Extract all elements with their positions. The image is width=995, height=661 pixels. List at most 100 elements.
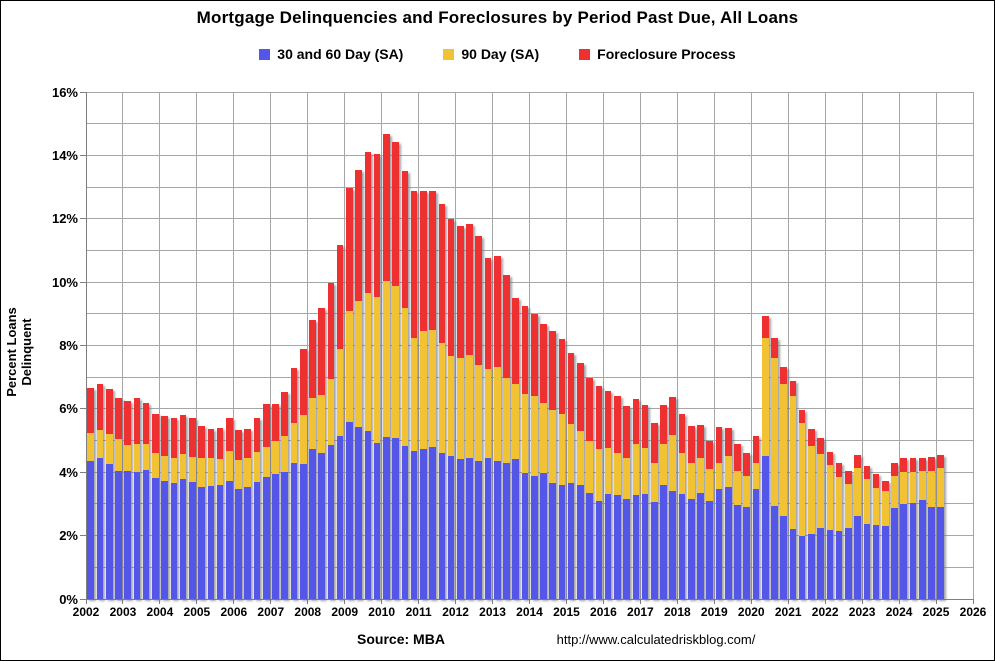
segment-90-day [309, 397, 316, 450]
segment-foreclosure [383, 133, 390, 282]
segment-30-60-day [170, 482, 178, 599]
segment-90-day [789, 396, 797, 530]
x-tick-label-2016: 2016 [590, 605, 617, 619]
segment-90-day [299, 415, 307, 465]
segment-30-60-day [235, 489, 242, 599]
bar-2008-q3 [327, 283, 335, 599]
v-gridline-2025 [935, 92, 937, 599]
segment-90-day [105, 434, 113, 465]
segment-30-60-day [383, 437, 390, 599]
segment-foreclosure [734, 444, 741, 471]
bar-2022-q2 [835, 462, 843, 599]
segment-30-60-day [660, 484, 667, 599]
segment-90-day [512, 384, 520, 460]
segment-foreclosure [715, 426, 723, 463]
segment-30-60-day [752, 489, 760, 599]
segment-foreclosure [891, 462, 898, 477]
segment-90-day [909, 471, 917, 503]
bar-2020-q2 [761, 316, 769, 599]
segment-30-60-day [373, 442, 381, 599]
bar-2011-q1 [420, 190, 427, 599]
segment-30-60-day [410, 450, 418, 599]
segment-foreclosure [346, 188, 353, 311]
segment-30-60-day [835, 530, 843, 599]
segment-foreclosure [179, 415, 187, 454]
bar-2004-q3 [179, 415, 187, 599]
x-tick-label-2015: 2015 [553, 605, 580, 619]
bar-2011-q4 [447, 219, 455, 599]
segment-90-day [614, 452, 621, 496]
bar-2008-q1 [309, 319, 316, 599]
segment-foreclosure [835, 462, 843, 477]
segment-30-60-day [225, 481, 233, 599]
bar-2009-q3 [364, 151, 372, 599]
segment-30-60-day [475, 461, 483, 599]
segment-90-day [170, 457, 178, 483]
v-gridline-2020 [750, 92, 752, 599]
bar-2017-q3 [660, 405, 667, 599]
segment-30-60-day [641, 494, 649, 599]
bar-2016-q3 [623, 406, 630, 599]
v-gridline-2015 [565, 92, 567, 599]
segment-30-60-day [87, 461, 95, 599]
segment-90-day [937, 468, 945, 508]
v-gridline-2011 [418, 92, 420, 599]
x-tick-label-2011: 2011 [405, 605, 432, 619]
segment-90-day [253, 452, 261, 482]
segment-30-60-day [309, 449, 316, 599]
segment-30-60-day [447, 456, 455, 599]
bar-2011-q3 [438, 204, 446, 599]
segment-30-60-day [909, 502, 917, 599]
segment-foreclosure [225, 418, 233, 451]
segment-foreclosure [780, 367, 787, 385]
segment-foreclosure [161, 415, 168, 457]
segment-90-day [845, 484, 852, 529]
segment-foreclosure [660, 405, 667, 445]
segment-30-60-day [678, 494, 686, 599]
y-tick-label-2pct: 2% [59, 528, 78, 544]
segment-90-day [577, 431, 584, 485]
segment-30-60-day [817, 527, 824, 599]
segment-30-60-day [327, 445, 335, 599]
x-tick-2021 [787, 599, 789, 604]
y-tick-8pct [80, 345, 86, 346]
segment-30-60-day [623, 499, 630, 599]
bar-2022-q4 [854, 454, 861, 600]
segment-foreclosure [87, 387, 95, 433]
segment-90-day [549, 410, 556, 484]
segment-foreclosure [530, 314, 538, 396]
segment-30-60-day [863, 523, 871, 599]
segment-90-day [124, 444, 131, 471]
segment-foreclosure [216, 427, 224, 459]
segment-90-day [835, 476, 843, 531]
segment-foreclosure [687, 425, 695, 463]
bar-2005-q4 [225, 418, 233, 599]
segment-foreclosure [697, 425, 704, 458]
bar-2014-q2 [540, 324, 547, 599]
bar-2015-q2 [577, 362, 584, 599]
v-gridline-2004 [159, 92, 161, 599]
bar-2010-q3 [401, 171, 409, 599]
bar-2019-q3 [734, 444, 741, 599]
segment-30-60-day [845, 528, 852, 599]
x-tick-2018 [676, 599, 678, 604]
segment-30-60-day [189, 481, 196, 599]
y-tick-label-6pct: 6% [59, 401, 78, 417]
v-gridline-2023 [861, 92, 863, 599]
segment-90-day [198, 457, 205, 488]
segment-30-60-day [456, 459, 464, 599]
bar-2015-q3 [586, 377, 593, 599]
segment-90-day [771, 357, 778, 507]
segment-30-60-day [133, 471, 141, 599]
segment-30-60-day [651, 502, 658, 599]
segment-30-60-day [789, 529, 797, 599]
y-axis-line [85, 92, 87, 599]
y-tick-label-12pct: 12% [51, 211, 78, 227]
segment-90-day [872, 488, 880, 526]
bar-2022-q3 [845, 470, 852, 599]
bar-2021-q1 [789, 380, 797, 599]
y-tick-label-0pct: 0% [59, 591, 78, 607]
segment-90-day [669, 435, 677, 492]
segment-30-60-day [105, 464, 113, 599]
segment-foreclosure [549, 331, 556, 411]
